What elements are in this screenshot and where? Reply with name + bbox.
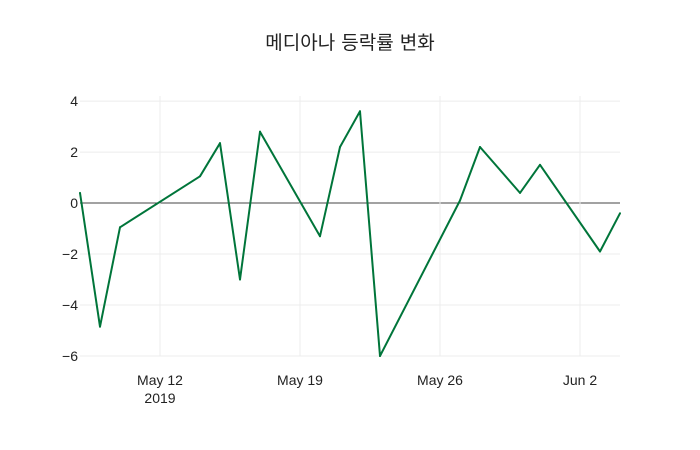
data-point bbox=[319, 235, 321, 238]
x-tick-label: May 19 bbox=[277, 372, 323, 388]
chart-title: 메디아나 등락률 변화 bbox=[265, 32, 434, 54]
data-point bbox=[479, 145, 481, 148]
data-point bbox=[599, 250, 601, 253]
y-tick-label: −6 bbox=[62, 348, 78, 364]
x-tick-label: May 26 bbox=[417, 372, 463, 388]
y-tick-label: 2 bbox=[70, 144, 78, 160]
series-line bbox=[79, 110, 621, 357]
grid-layer bbox=[80, 96, 620, 357]
data-point bbox=[219, 142, 221, 145]
x-tick-label: Jun 2 bbox=[563, 372, 597, 388]
data-point bbox=[459, 199, 461, 202]
y-tick-label: −2 bbox=[62, 246, 78, 262]
x-tick-label: May 12 bbox=[137, 372, 183, 388]
data-point bbox=[259, 130, 261, 133]
series-layer bbox=[79, 110, 621, 357]
y-tick-label: 0 bbox=[70, 195, 78, 211]
y-tick-label: 4 bbox=[70, 93, 78, 109]
data-point bbox=[539, 163, 541, 166]
data-point bbox=[119, 226, 121, 229]
data-point bbox=[379, 355, 381, 357]
x-tick-sublabel: 2019 bbox=[144, 390, 175, 406]
data-point bbox=[519, 191, 521, 194]
data-point bbox=[199, 175, 201, 178]
axis-layer: 4 2 0 −2 −4 −6 May 12 2019 May 19 May 26 Jun 2 bbox=[62, 93, 597, 406]
data-point bbox=[99, 325, 101, 328]
data-point bbox=[619, 212, 621, 215]
data-point bbox=[359, 110, 361, 113]
data-point bbox=[79, 191, 81, 194]
y-tick-label: −4 bbox=[62, 297, 78, 313]
data-point bbox=[339, 145, 341, 148]
data-point bbox=[239, 278, 241, 281]
